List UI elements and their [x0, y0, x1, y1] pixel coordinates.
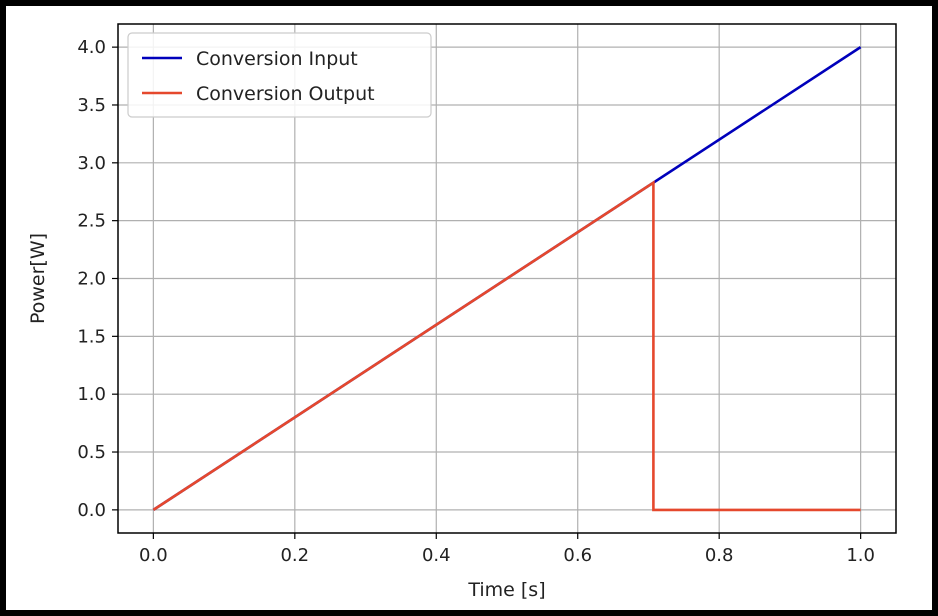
- y-axis-label: Power[W]: [27, 233, 49, 324]
- legend-label: Conversion Output: [196, 83, 375, 105]
- line-chart: 0.0 0.2 0.4 0.6 0.8 1.0 0.0 0.5 1.0 1.5 2.0 2.5 3.0…: [27, 23, 897, 601]
- legend-label: Conversion Input: [196, 48, 358, 70]
- y-tick-label: 1.5: [77, 326, 106, 347]
- x-tick-label: 0.8: [705, 545, 734, 566]
- y-tick-label: 0.5: [77, 442, 106, 463]
- series-line-conversion-output: [152, 180, 861, 512]
- figure-canvas: 0.0 0.2 0.4 0.6 0.8 1.0 0.0 0.5 1.0 1.5 2.0 2.5 3.0…: [6, 6, 932, 610]
- x-axis-ticks: 0.0 0.2 0.4 0.6 0.8 1.0: [139, 533, 875, 566]
- grid: [118, 24, 896, 533]
- y-tick-label: 2.5: [77, 211, 106, 232]
- x-tick-label: 0.4: [422, 545, 451, 566]
- y-tick-label: 4.0: [77, 37, 106, 58]
- legend: Conversion Input Conversion Output: [127, 32, 432, 118]
- x-tick-label: 0.0: [139, 545, 168, 566]
- y-tick-label: 1.0: [77, 384, 106, 405]
- y-tick-label: 3.0: [77, 153, 106, 174]
- y-tick-label: 0.0: [77, 500, 106, 521]
- y-tick-label: 2.0: [77, 269, 106, 290]
- y-axis-ticks: 0.0 0.5 1.0 1.5 2.0 2.5 3.0 3.5 4.0: [77, 37, 118, 521]
- x-tick-label: 0.2: [280, 545, 309, 566]
- x-tick-label: 0.6: [563, 545, 592, 566]
- series-lines: [152, 46, 862, 512]
- legend-box: [127, 32, 432, 118]
- x-axis-label: Time [s]: [467, 579, 545, 601]
- x-tick-label: 1.0: [846, 545, 875, 566]
- y-tick-label: 3.5: [77, 95, 106, 116]
